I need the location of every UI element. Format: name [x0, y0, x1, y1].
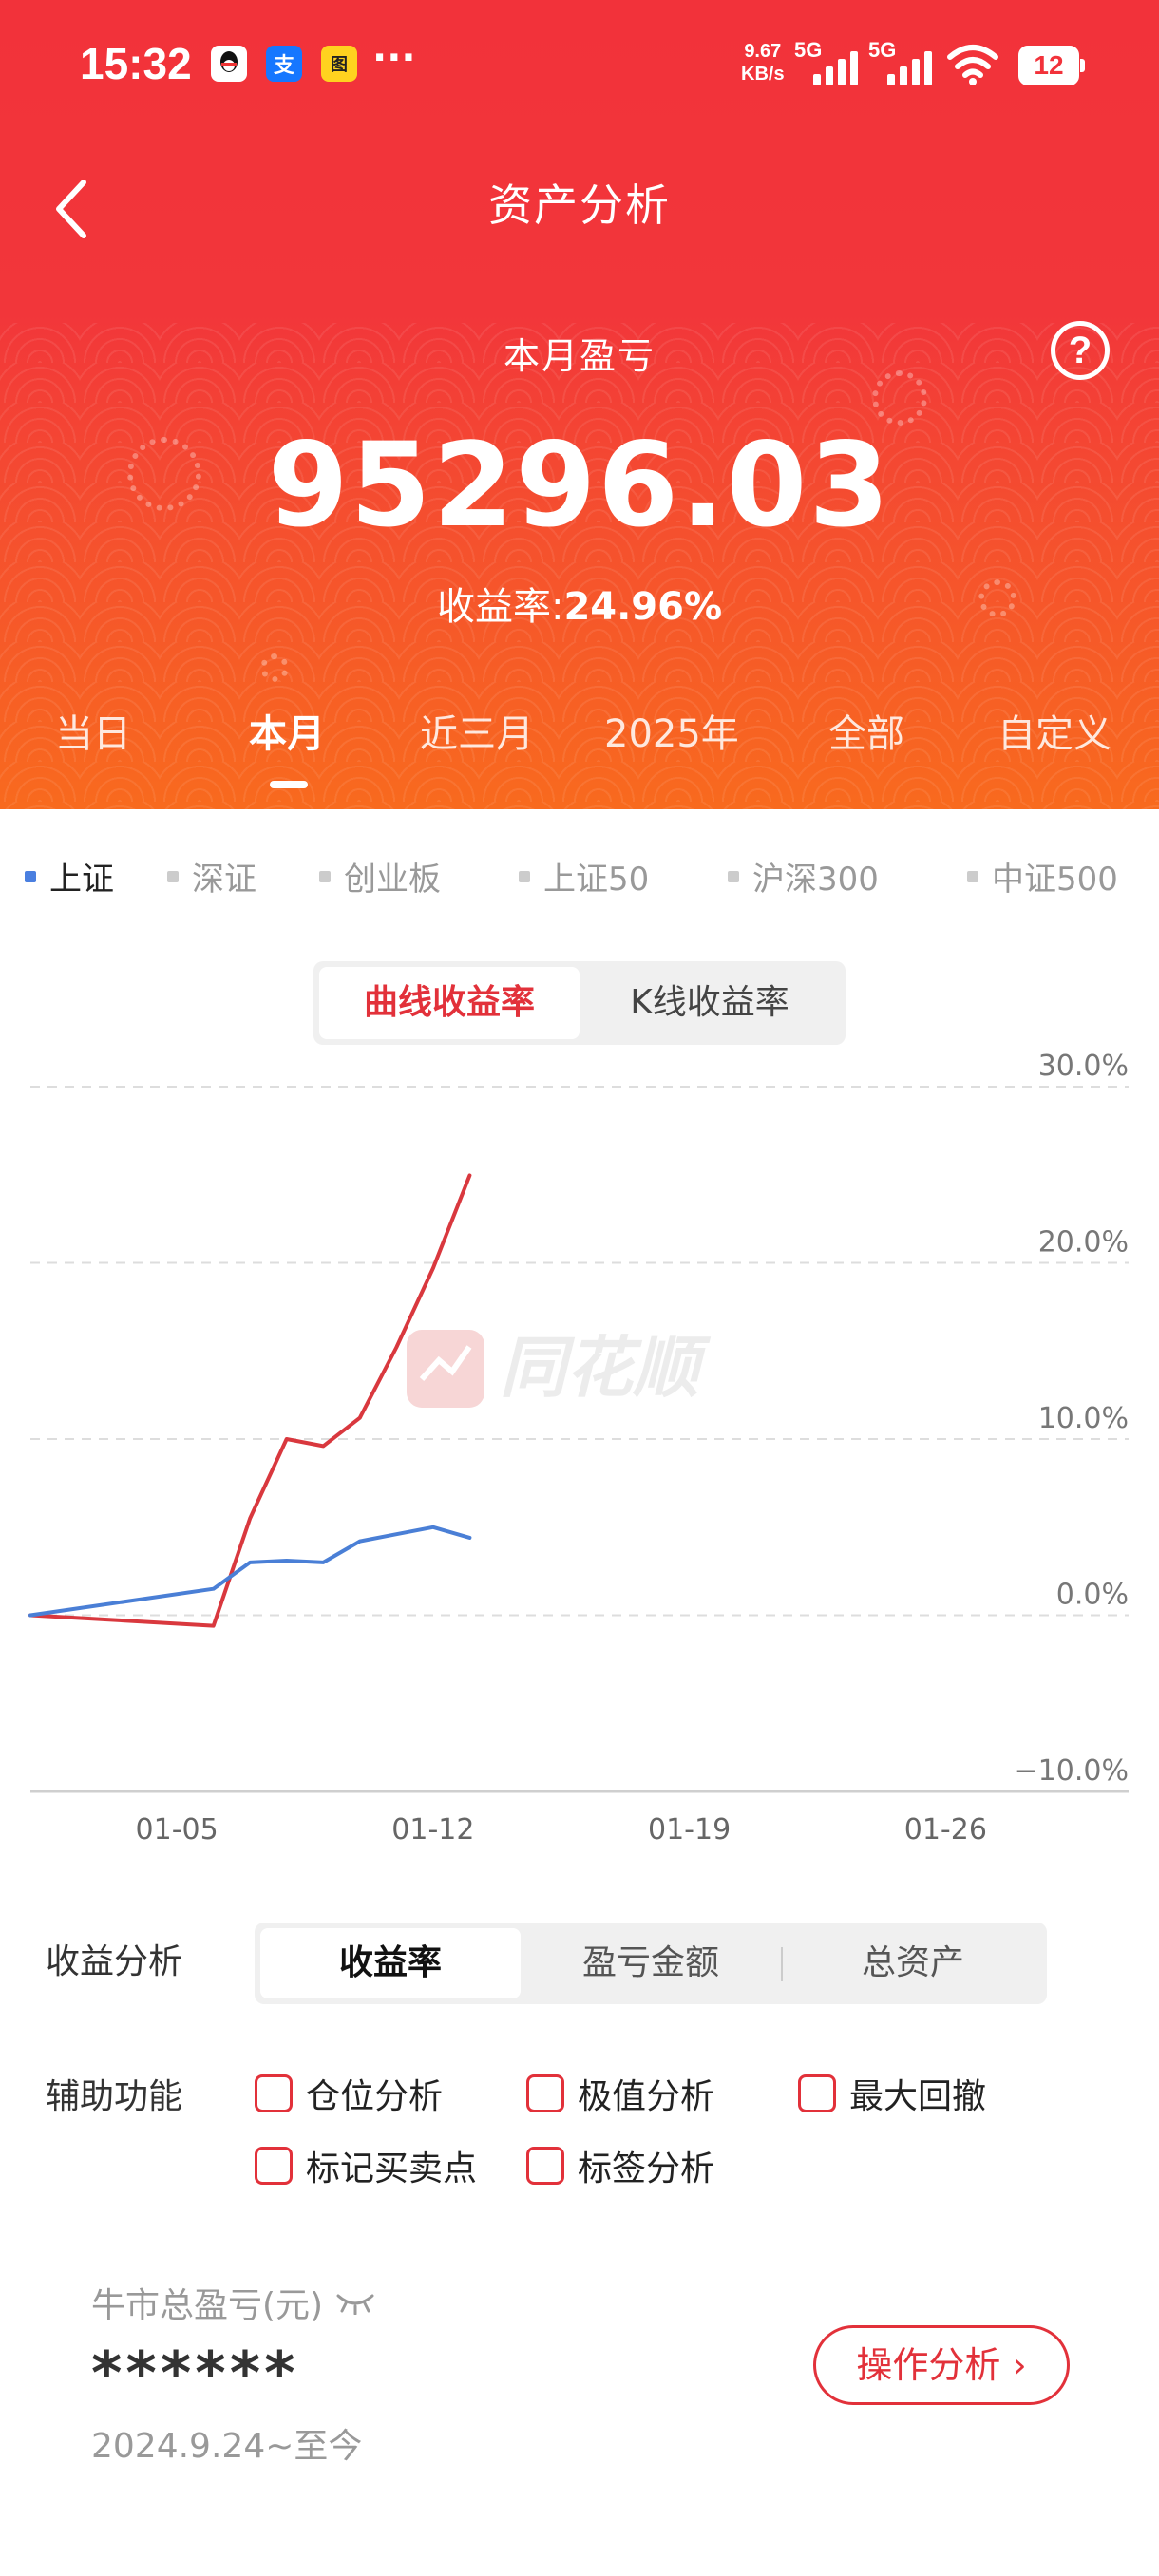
x-tick-label: 01-05	[136, 1813, 218, 1847]
index-csi500[interactable]: 中证500	[967, 853, 1118, 900]
index-legend-dot	[25, 870, 36, 882]
help-icon[interactable]: ?	[1051, 321, 1110, 380]
watermark-text: 同花顺	[500, 1329, 712, 1407]
page-title: 资产分析	[488, 180, 671, 231]
index-legend-dot	[319, 870, 331, 882]
tab-2025[interactable]: 2025年	[604, 712, 739, 756]
return-rate-value: 24.96%	[563, 585, 723, 629]
checkbox-box[interactable]	[255, 2147, 293, 2185]
checkbox-box[interactable]	[526, 2147, 564, 2185]
month-pnl-label: 本月盈亏	[503, 335, 656, 377]
index-legend-dot	[519, 870, 530, 882]
more-notifications-icon: ···	[372, 36, 416, 80]
signal-icon	[887, 47, 935, 85]
checkbox-box[interactable]	[798, 2074, 836, 2112]
series-line-index	[28, 1525, 472, 1618]
battery-icon: 12	[1018, 46, 1085, 85]
signal-type-label: 5G	[794, 38, 823, 62]
index-legend-dot	[167, 870, 179, 882]
kline-return-button[interactable]: K线收益率	[630, 983, 789, 1022]
analysis-pnl-amount[interactable]: 盈亏金额	[581, 1943, 719, 1982]
checkbox-position-analysis[interactable]: 仓位分析	[255, 2069, 443, 2118]
analysis-segment: 收益率 盈亏金额 总资产	[255, 1923, 1047, 2004]
wave-pattern	[0, 323, 1159, 809]
x-tick-label: 01-26	[904, 1813, 987, 1847]
y-tick-label: 30.0%	[1038, 1050, 1129, 1083]
index-legend-dot	[967, 870, 978, 882]
firework-decoration	[978, 579, 1016, 617]
checkbox-max-drawdown[interactable]: 最大回撤	[798, 2069, 986, 2118]
y-tick-label: 10.0%	[1038, 1402, 1129, 1435]
index-shanghai[interactable]: 上证	[25, 853, 114, 900]
checkbox-mark-trades[interactable]: 标记买卖点	[255, 2141, 477, 2190]
bull-pnl-value: ******	[91, 2339, 299, 2408]
tab-all[interactable]: 全部	[828, 712, 904, 756]
firework-decoration	[260, 653, 289, 682]
analysis-total-assets[interactable]: 总资产	[861, 1943, 964, 1982]
signal-icon	[813, 47, 861, 85]
net-speed: 9.67 KB/s	[741, 41, 785, 85]
segment-divider	[781, 1947, 783, 1981]
curve-return-button[interactable]: 曲线收益率	[319, 967, 580, 1039]
chevron-left-icon	[56, 180, 86, 238]
series-line-portfolio	[28, 1173, 472, 1628]
return-rate: 收益率:24.96%	[0, 576, 1159, 631]
y-tick-label: −10.0%	[1015, 1754, 1129, 1788]
operation-analysis-button[interactable]: 操作分析 ›	[813, 2325, 1070, 2405]
index-csi300[interactable]: 沪深300	[728, 853, 879, 900]
bull-pnl-label: 牛市总盈亏(元)	[91, 2278, 376, 2327]
chart-type-toggle: 曲线收益率 K线收益率	[314, 961, 846, 1045]
header-banner: 15:32 支 图 ··· 9.67 KB/s 5G 5G 12	[0, 0, 1159, 809]
qq-icon	[211, 46, 247, 82]
bull-period: 2024.9.24~至今	[91, 2427, 363, 2466]
month-pnl-amount: 95296.03	[267, 418, 892, 553]
y-tick-label: 20.0%	[1038, 1226, 1129, 1260]
app-icon: 图	[321, 46, 357, 82]
tab-this-month[interactable]: 本月	[249, 712, 325, 756]
checkbox-extreme-analysis[interactable]: 极值分析	[526, 2069, 714, 2118]
aux-label: 辅助功能	[46, 2077, 183, 2116]
signal-type-label: 5G	[868, 38, 897, 62]
analysis-return-rate[interactable]: 收益率	[260, 1928, 521, 1998]
back-button[interactable]	[46, 173, 103, 245]
y-tick-label: 0.0%	[1056, 1579, 1129, 1612]
status-time: 15:32	[80, 39, 192, 88]
x-tick-label: 01-19	[648, 1813, 731, 1847]
tab-today[interactable]: 当日	[55, 712, 131, 756]
chevron-right-icon: ›	[1012, 2344, 1027, 2386]
index-chinext[interactable]: 创业板	[319, 853, 441, 900]
tab-three-months[interactable]: 近三月	[420, 712, 534, 756]
wifi-icon	[947, 45, 998, 85]
status-bar: 15:32 支 图 ··· 9.67 KB/s 5G 5G 12	[0, 0, 1159, 133]
period-tabs: 当日 本月 近三月 2025年 全部 自定义	[0, 703, 1159, 798]
index-shenzhen[interactable]: 深证	[167, 853, 256, 900]
firework-decoration	[872, 370, 927, 426]
eye-closed-icon[interactable]	[334, 2290, 376, 2315]
return-rate-label: 收益率:	[436, 585, 564, 629]
tab-custom[interactable]: 自定义	[998, 712, 1112, 756]
index-selector: 上证 深证 创业板 上证50 沪深300 中证500	[0, 853, 1159, 910]
active-tab-indicator	[270, 781, 308, 788]
x-tick-label: 01-12	[391, 1813, 474, 1847]
firework-decoration	[127, 437, 201, 511]
watermark: 同花顺	[407, 1329, 712, 1408]
index-sse50[interactable]: 上证50	[519, 853, 649, 900]
checkbox-box[interactable]	[255, 2074, 293, 2112]
checkbox-tag-analysis[interactable]: 标签分析	[526, 2141, 714, 2190]
checkbox-box[interactable]	[526, 2074, 564, 2112]
alipay-icon: 支	[266, 46, 302, 82]
return-chart: 同花顺 30.0% 20.0% 10.0% 0.0% −10.0% 01-05 01-12 0…	[28, 1050, 1129, 1847]
index-legend-dot	[728, 870, 739, 882]
analysis-label: 收益分析	[46, 1942, 183, 1981]
